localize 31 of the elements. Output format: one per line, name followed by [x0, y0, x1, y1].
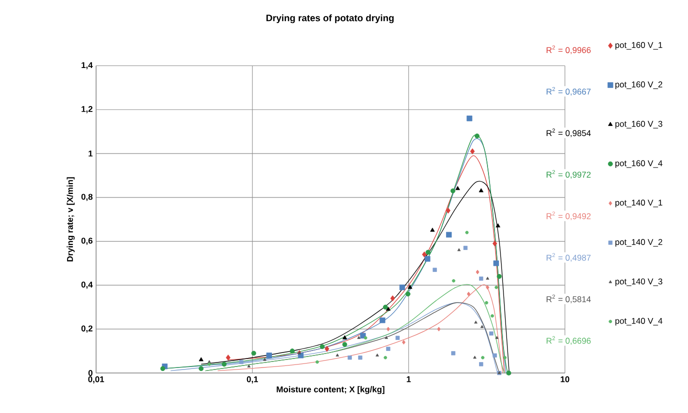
annotation: R$^{2}$ = 0,4987	[546, 252, 591, 262]
annotation: R$^{2}$ = 0,5814	[546, 294, 591, 304]
text: R$^{2}$ = 0,9966	[546, 45, 591, 54]
y-tick-label: 0,6	[81, 238, 92, 245]
y-tick-label: 0,8	[81, 194, 93, 201]
y-tick-label: 1,2	[82, 106, 92, 114]
y-tick-label: 0,2	[81, 325, 92, 332]
x-tick-label: 1	[406, 376, 411, 382]
chart-title: Drying rates of potato drying	[266, 14, 394, 23]
legend-label: pot_160 V_2	[615, 81, 662, 89]
annotation: R$^{2}$ = 0,9854	[546, 128, 591, 137]
x-tick-label: 0,1	[246, 376, 258, 384]
legend-label: pot_140 V_3	[615, 278, 662, 286]
legend-label: pot_160 V_3	[615, 120, 662, 128]
annotation: R$^{2}$ = 0,6696	[546, 336, 591, 345]
x-tick-label: 0,01	[88, 376, 104, 384]
y-tick-label: 0,4	[81, 281, 93, 289]
x-axis-title: Moisture content; X [kg/kg]	[276, 386, 384, 394]
annotation: R$^{2}$ = 0,9492	[546, 211, 591, 220]
legend-label: pot_140 V_4	[615, 318, 662, 326]
y-tick-label: 0	[88, 370, 92, 376]
legend-label: pot_160 V_4	[615, 160, 662, 168]
legend-label: pot_160 V_1	[615, 42, 662, 50]
y-axis-title: Drying rate; v [X/min]	[66, 177, 75, 262]
legend-label: pot_140 V_1	[615, 199, 662, 208]
annotation: R$^{2}$ = 0,9972	[546, 170, 591, 178]
x-tick-label: 10	[560, 376, 570, 382]
y-tick-label: 1	[88, 150, 93, 156]
legend-label: pot_140 V_2	[615, 238, 662, 246]
annotation: R$^{2}$ = 0,9667	[546, 86, 591, 96]
y-tick-label: 1,4	[82, 62, 93, 70]
